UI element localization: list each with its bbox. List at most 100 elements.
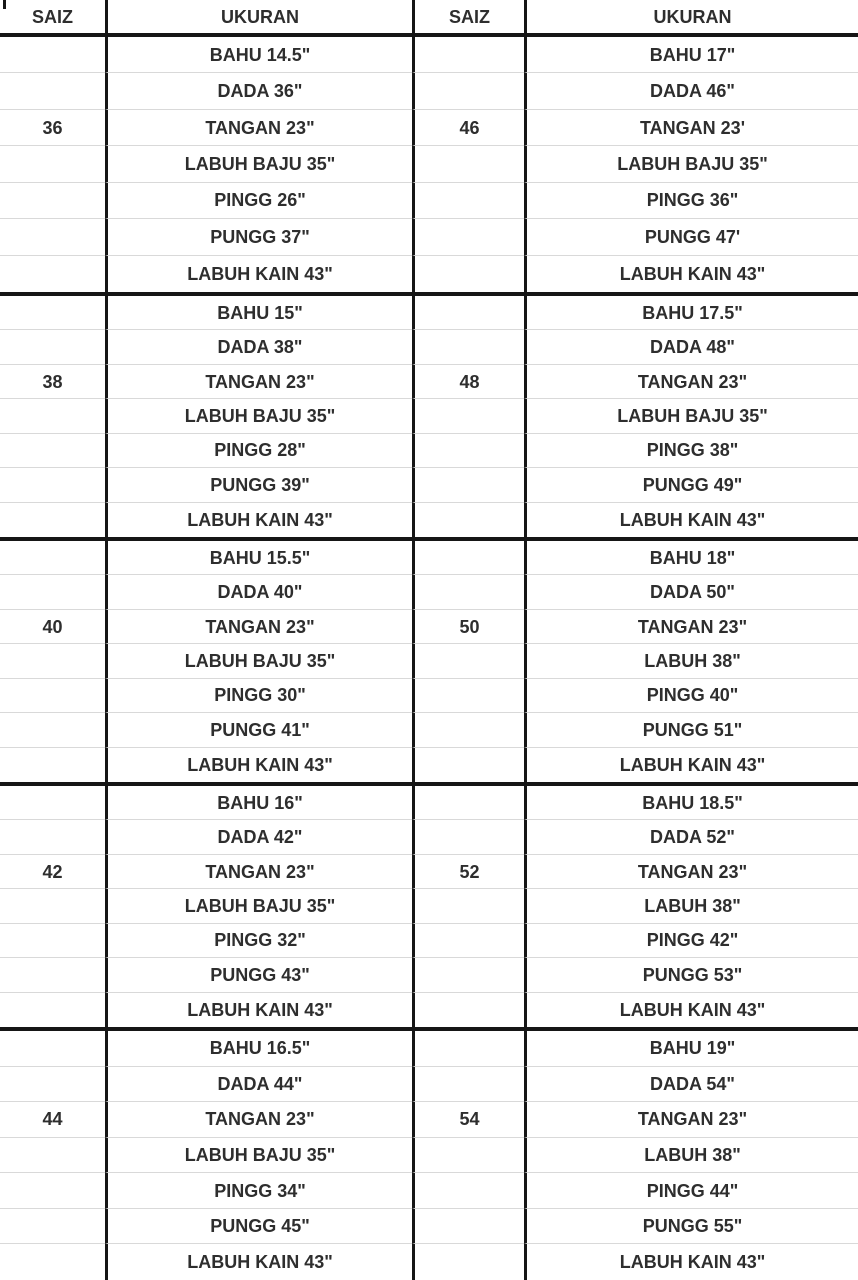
size-block-44-54: BAHU 16.5" BAHU 19" DADA 44" DADA 54" 44 TA… xyxy=(0,1031,858,1280)
spacer-cell xyxy=(0,1031,105,1067)
spacer-cell xyxy=(412,644,524,679)
measurement-cell: LABUH 38" xyxy=(524,1137,858,1174)
measurement-cell: PUNGG 41" xyxy=(105,713,412,748)
spacer-cell xyxy=(412,502,524,537)
spacer-cell xyxy=(412,182,524,220)
spacer-cell xyxy=(0,575,105,610)
measurement-cell: BAHU 16.5" xyxy=(105,1031,412,1067)
measurement-cell: LABUH KAIN 43" xyxy=(524,255,858,292)
measurement-cell: TANGAN 23" xyxy=(524,1102,858,1138)
spacer-cell xyxy=(0,73,105,110)
spacer-cell xyxy=(0,820,105,855)
spacer-cell xyxy=(412,923,524,959)
spacer-cell xyxy=(0,330,105,365)
measurement-cell: PUNGG 55" xyxy=(524,1208,858,1245)
left-border-remnant xyxy=(3,0,6,9)
spacer-cell xyxy=(412,786,524,821)
measurement-cell: PUNGG 51" xyxy=(524,713,858,748)
spacer-cell xyxy=(412,433,524,469)
measurement-cell: LABUH KAIN 43" xyxy=(524,992,858,1027)
spacer-cell xyxy=(0,786,105,821)
measurement-cell: TANGAN 23" xyxy=(105,854,412,890)
measurement-cell: PINGG 32" xyxy=(105,923,412,959)
spacer-cell xyxy=(412,541,524,576)
measurement-cell: BAHU 17.5" xyxy=(524,296,858,331)
measurement-cell: PUNGG 37" xyxy=(105,219,412,256)
measurement-cell: LABUH KAIN 43" xyxy=(105,992,412,1027)
measurement-cell: DADA 48" xyxy=(524,330,858,365)
spacer-cell xyxy=(412,958,524,993)
spacer-cell xyxy=(412,713,524,748)
measurement-cell: PINGG 28" xyxy=(105,433,412,469)
measurement-cell: PINGG 26" xyxy=(105,182,412,220)
spacer-cell xyxy=(412,330,524,365)
measurement-cell: BAHU 15" xyxy=(105,296,412,331)
measurement-cell: TANGAN 23' xyxy=(524,109,858,147)
spacer-cell xyxy=(0,644,105,679)
measurement-cell: DADA 44" xyxy=(105,1066,412,1103)
measurement-cell: LABUH BAJU 35" xyxy=(524,146,858,183)
size-block-42-52: BAHU 16" BAHU 18.5" DADA 42" DADA 52" 42 TA… xyxy=(0,786,858,1031)
size-cell: 36 xyxy=(0,110,105,147)
measurement-cell: DADA 36" xyxy=(105,73,412,110)
spacer-cell xyxy=(412,146,524,183)
header-cell-saiz-right: SAIZ xyxy=(412,0,524,33)
spacer-cell xyxy=(0,958,105,993)
measurement-cell: PINGG 44" xyxy=(524,1173,858,1209)
size-cell: 50 xyxy=(412,609,524,645)
measurement-cell: LABUH KAIN 43" xyxy=(105,255,412,292)
spacer-cell xyxy=(412,747,524,782)
spacer-cell xyxy=(412,678,524,714)
measurement-cell: TANGAN 23" xyxy=(105,609,412,645)
spacer-cell xyxy=(0,1244,105,1280)
measurement-cell: LABUH BAJU 35" xyxy=(105,399,412,434)
measurement-cell: LABUH 38" xyxy=(524,644,858,679)
measurement-cell: BAHU 18.5" xyxy=(524,786,858,821)
spacer-cell xyxy=(412,889,524,924)
measurement-cell: PUNGG 53" xyxy=(524,958,858,993)
spacer-cell xyxy=(0,183,105,220)
spacer-cell xyxy=(0,713,105,748)
spacer-cell xyxy=(0,146,105,183)
spacer-cell xyxy=(412,73,524,110)
measurement-cell: DADA 38" xyxy=(105,330,412,365)
table-header: SAIZ UKURAN SAIZ UKURAN xyxy=(0,0,858,37)
measurement-cell: BAHU 18" xyxy=(524,541,858,576)
measurement-cell: PUNGG 39" xyxy=(105,468,412,503)
spacer-cell xyxy=(0,434,105,469)
size-cell: 52 xyxy=(412,854,524,890)
spacer-cell xyxy=(0,296,105,331)
spacer-cell xyxy=(412,1244,524,1280)
spacer-cell xyxy=(0,748,105,782)
measurement-cell: LABUH KAIN 43" xyxy=(105,502,412,537)
measurement-cell: PUNGG 49" xyxy=(524,468,858,503)
measurement-cell: PINGG 36" xyxy=(524,182,858,220)
spacer-cell xyxy=(412,219,524,256)
measurement-cell: DADA 40" xyxy=(105,575,412,610)
measurement-cell: LABUH BAJU 35" xyxy=(524,399,858,434)
measurement-cell: PUNGG 43" xyxy=(105,958,412,993)
spacer-cell xyxy=(412,255,524,292)
spacer-cell xyxy=(412,1066,524,1103)
measurement-cell: LABUH BAJU 35" xyxy=(105,146,412,183)
spacer-cell xyxy=(412,37,524,74)
measurement-cell: LABUH BAJU 35" xyxy=(105,889,412,924)
spacer-cell xyxy=(0,503,105,537)
header-cell-ukuran-left: UKURAN xyxy=(105,0,412,33)
spacer-cell xyxy=(412,468,524,503)
measurement-cell: PUNGG 47' xyxy=(524,219,858,256)
spacer-cell xyxy=(412,992,524,1027)
spacer-cell xyxy=(0,1067,105,1103)
measurement-cell: BAHU 19" xyxy=(524,1031,858,1067)
size-cell: 46 xyxy=(412,109,524,147)
spacer-cell xyxy=(0,924,105,959)
spacer-cell xyxy=(0,1138,105,1174)
measurement-cell: TANGAN 23" xyxy=(105,1102,412,1138)
measurement-cell: TANGAN 23" xyxy=(524,364,858,400)
spacer-cell xyxy=(0,399,105,434)
measurement-cell: DADA 50" xyxy=(524,575,858,610)
spacer-cell xyxy=(0,1173,105,1209)
spacer-cell xyxy=(412,575,524,610)
spacer-cell xyxy=(0,468,105,503)
spacer-cell xyxy=(0,256,105,292)
